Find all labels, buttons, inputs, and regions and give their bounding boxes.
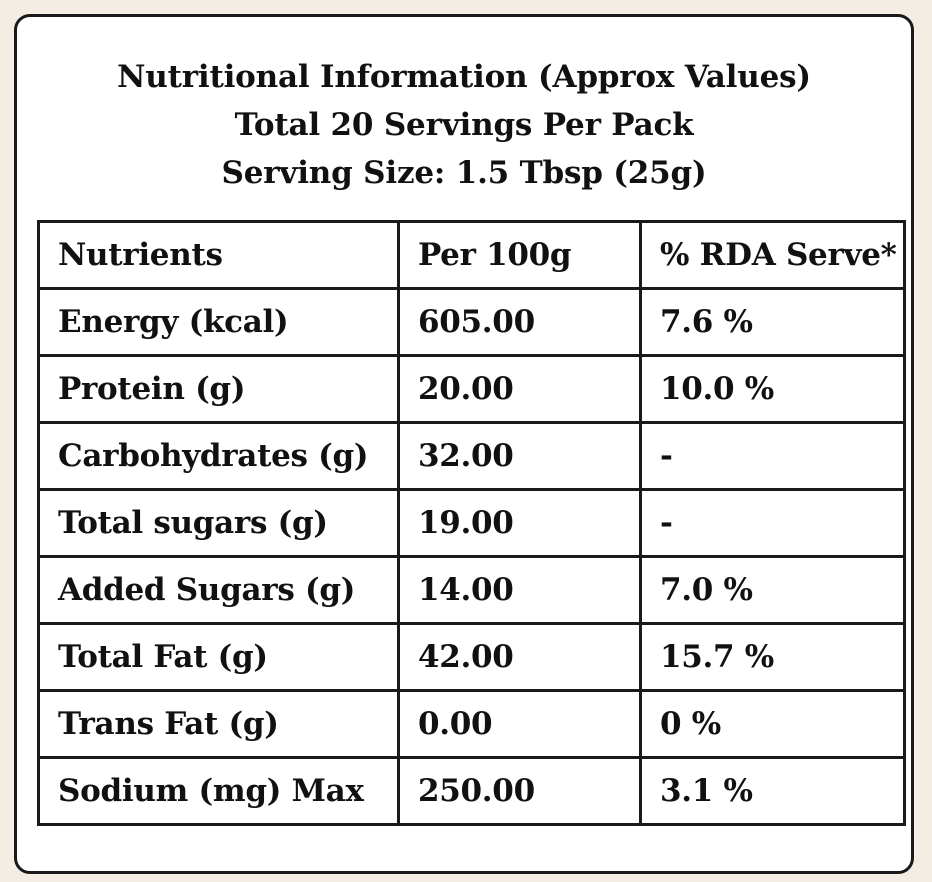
rda-value: 10.0 % — [639, 354, 906, 424]
heading-title: Nutritional Information (Approx Values) — [117, 59, 811, 95]
nutrition-table: Nutrients Per 100g % RDA Serve* Energy (… — [37, 220, 906, 826]
rda-value: 15.7 % — [639, 622, 906, 692]
nutrient-name: Trans Fat (g) — [37, 689, 400, 759]
nutrition-label-card: Nutritional Information (Approx Values) … — [14, 14, 914, 874]
per-100g-value: 0.00 — [397, 689, 642, 759]
table-row: Carbohydrates (g) 32.00 - — [37, 421, 906, 491]
rda-value: 0 % — [639, 689, 906, 759]
table-row: Protein (g) 20.00 10.0 % — [37, 354, 906, 424]
nutrient-name: Protein (g) — [37, 354, 400, 424]
nutrition-heading: Nutritional Information (Approx Values) … — [17, 53, 911, 197]
nutrient-name: Carbohydrates (g) — [37, 421, 400, 491]
header-rda-serve: % RDA Serve* — [639, 220, 906, 290]
table-row: Added Sugars (g) 14.00 7.0 % — [37, 555, 906, 625]
per-100g-value: 14.00 — [397, 555, 642, 625]
nutrient-name: Sodium (mg) Max — [37, 756, 400, 826]
rda-value: 7.6 % — [639, 287, 906, 357]
heading-servings: Total 20 Servings Per Pack — [234, 107, 694, 143]
per-100g-value: 19.00 — [397, 488, 642, 558]
nutrient-name: Total sugars (g) — [37, 488, 400, 558]
heading-serving-size: Serving Size: 1.5 Tbsp (25g) — [221, 155, 707, 191]
per-100g-value: 20.00 — [397, 354, 642, 424]
rda-value: - — [639, 488, 906, 558]
nutrient-name: Total Fat (g) — [37, 622, 400, 692]
per-100g-value: 32.00 — [397, 421, 642, 491]
table-row: Total Fat (g) 42.00 15.7 % — [37, 622, 906, 692]
nutrient-name: Energy (kcal) — [37, 287, 400, 357]
rda-value: 3.1 % — [639, 756, 906, 826]
table-row: Trans Fat (g) 0.00 0 % — [37, 689, 906, 759]
rda-value: - — [639, 421, 906, 491]
per-100g-value: 42.00 — [397, 622, 642, 692]
table-header-row: Nutrients Per 100g % RDA Serve* — [37, 220, 906, 290]
per-100g-value: 250.00 — [397, 756, 642, 826]
table-row: Total sugars (g) 19.00 - — [37, 488, 906, 558]
per-100g-value: 605.00 — [397, 287, 642, 357]
nutrient-name: Added Sugars (g) — [37, 555, 400, 625]
header-per-100g: Per 100g — [397, 220, 642, 290]
table-row: Energy (kcal) 605.00 7.6 % — [37, 287, 906, 357]
rda-value: 7.0 % — [639, 555, 906, 625]
header-nutrients: Nutrients — [37, 220, 400, 290]
table-row: Sodium (mg) Max 250.00 3.1 % — [37, 756, 906, 826]
